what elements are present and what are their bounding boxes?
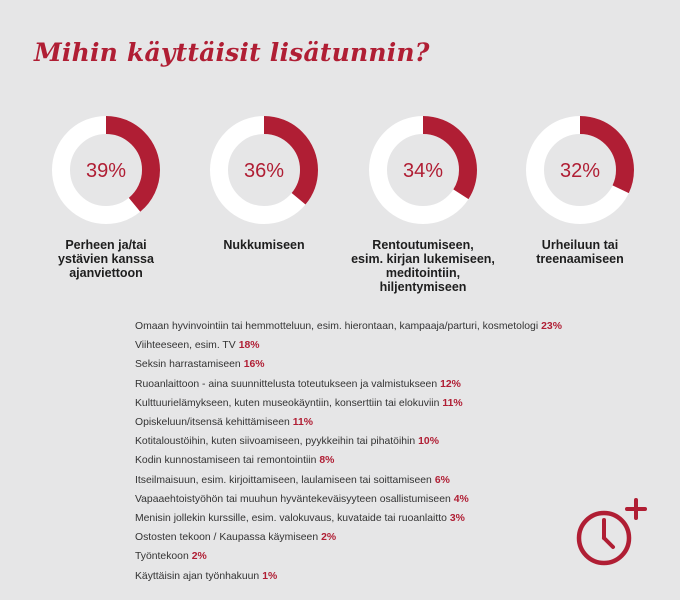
list-item-label: Vapaaehtoistyöhön tai muuhun hyväntekevä… bbox=[135, 493, 451, 505]
list-item-label: Kulttuurielämykseen, kuten museokäyntiin… bbox=[135, 397, 440, 409]
list-item-value: 4% bbox=[453, 493, 469, 505]
donut-category-label: Nukkumiseen bbox=[189, 238, 339, 252]
list-item: Ruoanlaittoon - aina suunnittelusta tote… bbox=[135, 375, 562, 394]
list-item-value: 2% bbox=[321, 532, 337, 544]
list-item-label: Menisin jollekin kurssille, esim. valoku… bbox=[135, 513, 447, 525]
list-item: Itseilmaisuun, esim. kirjoittamiseen, la… bbox=[135, 471, 562, 490]
donut-charts: 39% 36% 34% 32% bbox=[52, 116, 634, 224]
donut-value-label: 32% bbox=[560, 160, 600, 182]
list-item: Vapaaehtoistyöhön tai muuhun hyväntekevä… bbox=[135, 490, 562, 509]
list-item-value: 10% bbox=[418, 436, 439, 448]
list-item-value: 12% bbox=[440, 378, 461, 390]
list-item: Ostosten tekoon / Kaupassa käymiseen 2% bbox=[135, 528, 562, 547]
list-item: Kulttuurielämykseen, kuten museokäyntiin… bbox=[135, 394, 562, 413]
page-title: Mihin käyttäisit lisätunnin? bbox=[34, 38, 430, 67]
donut-label-line: ajanviettoon bbox=[69, 266, 143, 280]
list-item-value: 8% bbox=[319, 455, 335, 467]
list-item-value: 6% bbox=[434, 474, 450, 486]
list-item-label: Viihteeseen, esim. TV bbox=[135, 340, 236, 352]
donut-category-label: Perheen ja/tai ystävien kanssa ajanviettoo… bbox=[31, 238, 181, 280]
list-item: Viihteeseen, esim. TV 18% bbox=[135, 336, 562, 355]
list-item-value: 16% bbox=[243, 359, 265, 371]
list-item-label: Itseilmaisuun, esim. kirjoittamiseen, la… bbox=[135, 474, 432, 486]
donut-label-line: Nukkumiseen bbox=[223, 238, 305, 252]
donut-value-label: 34% bbox=[403, 160, 443, 182]
list-item: Käyttäisin ajan työnhakuun 1% bbox=[135, 567, 562, 586]
donut-slice bbox=[369, 116, 477, 224]
list-item: Omaan hyvinvointiin tai hemmotteluun, es… bbox=[135, 317, 562, 336]
list-item: Työntekoon 2% bbox=[135, 547, 562, 566]
list-item: Kotitaloustöihin, kuten siivoamiseen, py… bbox=[135, 432, 562, 451]
list-item: Menisin jollekin kurssille, esim. valoku… bbox=[135, 509, 562, 528]
list-item: Seksin harrastamiseen 16% bbox=[135, 355, 562, 374]
list-item: Opiskeluun/itsensä kehittämiseen 11% bbox=[135, 413, 562, 432]
list-item: Kodin kunnostamiseen tai remontointiin 8% bbox=[135, 451, 562, 470]
list-item-value: 23% bbox=[541, 321, 562, 332]
donut-label-line: treenaamiseen bbox=[536, 252, 624, 266]
list-item-value: 3% bbox=[449, 513, 465, 525]
list-item-label: Kodin kunnostamiseen tai remontointiin bbox=[135, 455, 317, 467]
percentage-list: Omaan hyvinvointiin tai hemmotteluun, es… bbox=[135, 317, 562, 586]
list-item-label: Työntekoon bbox=[135, 551, 189, 563]
list-item-value: 11% bbox=[292, 417, 314, 429]
clock-plus-icon bbox=[576, 498, 647, 566]
donut-label-line: Perheen ja/tai bbox=[65, 238, 147, 252]
list-item-value: 2% bbox=[191, 551, 207, 563]
list-item-value: 18% bbox=[238, 340, 260, 352]
donut-value-label: 36% bbox=[244, 160, 284, 182]
donut-label-line: Rentoutumiseen, bbox=[372, 238, 474, 252]
list-item-label: Käyttäisin ajan työnhakuun bbox=[135, 570, 260, 582]
donut-label-line: Urheiluun tai bbox=[541, 238, 619, 252]
list-item-label: Ruoanlaittoon - aina suunnittelusta tote… bbox=[135, 378, 438, 390]
donut-slice bbox=[210, 116, 318, 224]
list-item-label: Kotitaloustöihin, kuten siivoamiseen, py… bbox=[135, 436, 416, 448]
donut-category-label: Rentoutumiseen, esim. kirjan lukemiseen, m… bbox=[348, 238, 498, 294]
donut-label-line: meditointiin, bbox=[385, 266, 461, 280]
donut-category-label: Urheiluun tai treenaamiseen bbox=[505, 238, 655, 266]
donut-value-label: 39% bbox=[86, 160, 126, 182]
donut-label-line: hiljentymiseen bbox=[379, 280, 467, 294]
list-item-label: Ostosten tekoon / Kaupassa käymiseen bbox=[135, 532, 319, 544]
donut-label-line: ystävien kanssa bbox=[58, 252, 154, 266]
list-item-value: 11% bbox=[442, 397, 463, 409]
list-item-label: Seksin harrastamiseen bbox=[135, 359, 241, 371]
list-item-label: Omaan hyvinvointiin tai hemmotteluun, es… bbox=[135, 321, 539, 332]
list-item-value: 1% bbox=[262, 570, 278, 582]
donut-slice bbox=[52, 116, 160, 224]
donut-label-line: esim. kirjan lukemiseen, bbox=[351, 252, 495, 266]
list-item-label: Opiskeluun/itsensä kehittämiseen bbox=[135, 417, 290, 429]
donut-slice bbox=[526, 116, 634, 224]
